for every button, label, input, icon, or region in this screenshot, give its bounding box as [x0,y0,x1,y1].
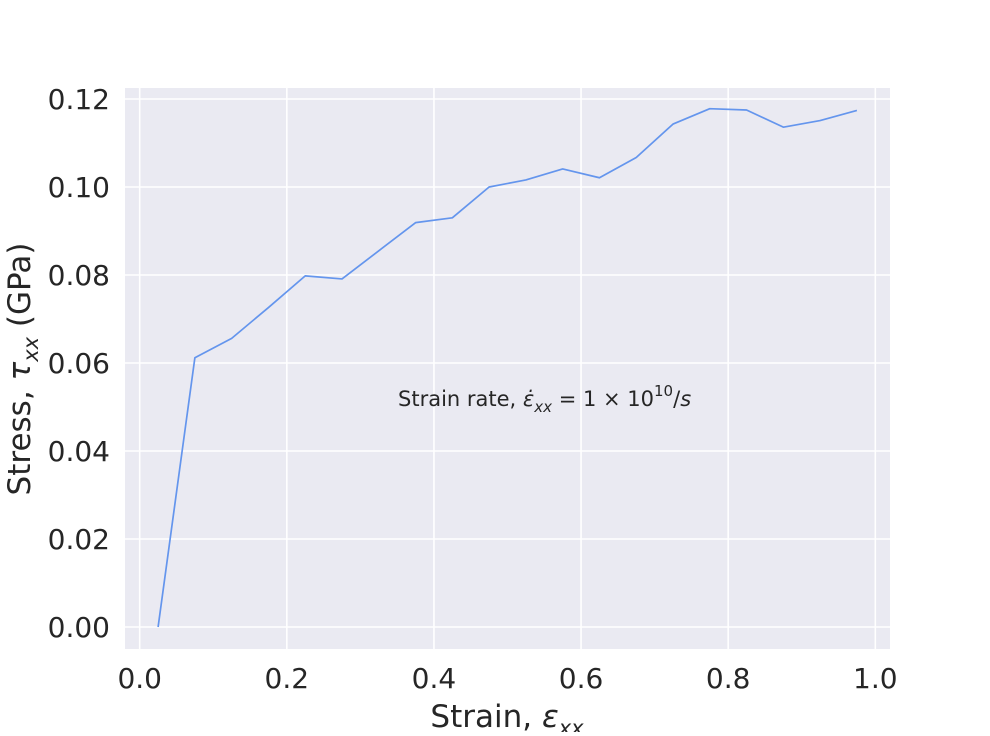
y-axis-label-prefix: Stress, [2,380,38,495]
x-tick-label: 0.0 [117,662,162,695]
annotation-unit: / [673,387,681,411]
annotation-subscript: xx [533,398,552,416]
y-tick-label: 0.02 [48,523,110,556]
y-tick-label: 0.08 [48,259,110,292]
strain-rate-annotation: Strain rate, ε̇xx = 1 × 1010/s [398,382,691,416]
annotation-unit-symbol: s [680,387,691,411]
y-tick-label: 0.10 [48,171,110,204]
series-layer [157,107,858,628]
annotation-prefix: Strain rate, [398,387,523,411]
series-line [157,107,858,628]
annotation-symbol: ε̇ [523,387,534,411]
y-axis-label-symbol: τ [2,361,38,380]
plot-area [125,88,890,649]
annotation-exponent: 10 [654,382,673,400]
x-tick-label: 1.0 [853,662,898,695]
x-axis-label-subscript: xx [558,716,584,732]
y-tick-label: 0.00 [48,611,110,644]
x-tick-label: 0.8 [706,662,751,695]
x-axis-label: Strain, εxx [430,699,584,732]
annotation-equals: = 1 × 10 [552,387,654,411]
x-axis-label-prefix: Strain, [430,699,542,732]
y-tick-label: 0.04 [48,435,110,468]
y-axis-label-unit: (GPa) [2,243,38,337]
x-tick-label: 0.4 [412,662,457,695]
x-tick-label: 0.2 [265,662,310,695]
tick-labels: 0.0 0.2 0.4 0.6 0.8 1.0 0.00 0.02 0.04 0.06 0.08 0.… [48,83,898,695]
y-axis-label-group: Stress, τxx (GPa) [2,243,43,496]
y-axis-label-subscript: xx [19,336,43,362]
y-axis-label: Stress, τxx (GPa) [2,243,43,496]
x-tick-label: 0.6 [559,662,604,695]
x-axis-label-symbol: ε [542,699,559,732]
grid [125,88,890,649]
y-tick-label: 0.06 [48,347,110,380]
y-tick-label: 0.12 [48,83,110,116]
